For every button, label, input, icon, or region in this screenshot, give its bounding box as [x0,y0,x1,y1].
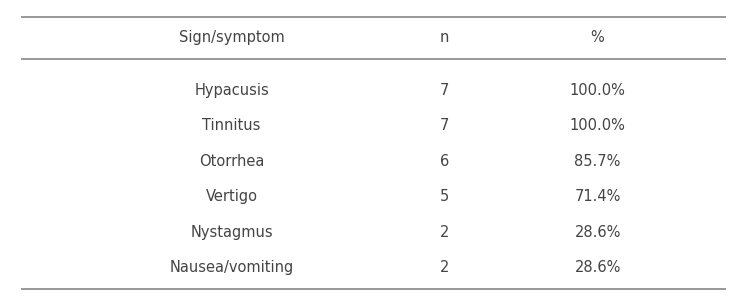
Text: 6: 6 [440,154,449,169]
Text: 2: 2 [440,225,449,240]
Text: 100.0%: 100.0% [570,118,625,133]
Text: Vertigo: Vertigo [205,189,258,204]
Text: 28.6%: 28.6% [574,260,621,275]
Text: %: % [591,30,604,45]
Text: Otorrhea: Otorrhea [199,154,264,169]
Text: Tinnitus: Tinnitus [202,118,261,133]
Text: 100.0%: 100.0% [570,83,625,98]
Text: 5: 5 [440,189,449,204]
Text: 28.6%: 28.6% [574,225,621,240]
Text: 7: 7 [440,83,449,98]
Text: 71.4%: 71.4% [574,189,621,204]
Text: Nystagmus: Nystagmus [190,225,273,240]
Text: Nausea/vomiting: Nausea/vomiting [170,260,294,275]
Text: Sign/symptom: Sign/symptom [179,30,285,45]
Text: 2: 2 [440,260,449,275]
Text: 7: 7 [440,118,449,133]
Text: 85.7%: 85.7% [574,154,621,169]
Text: n: n [440,30,449,45]
Text: Hypacusis: Hypacusis [194,83,269,98]
